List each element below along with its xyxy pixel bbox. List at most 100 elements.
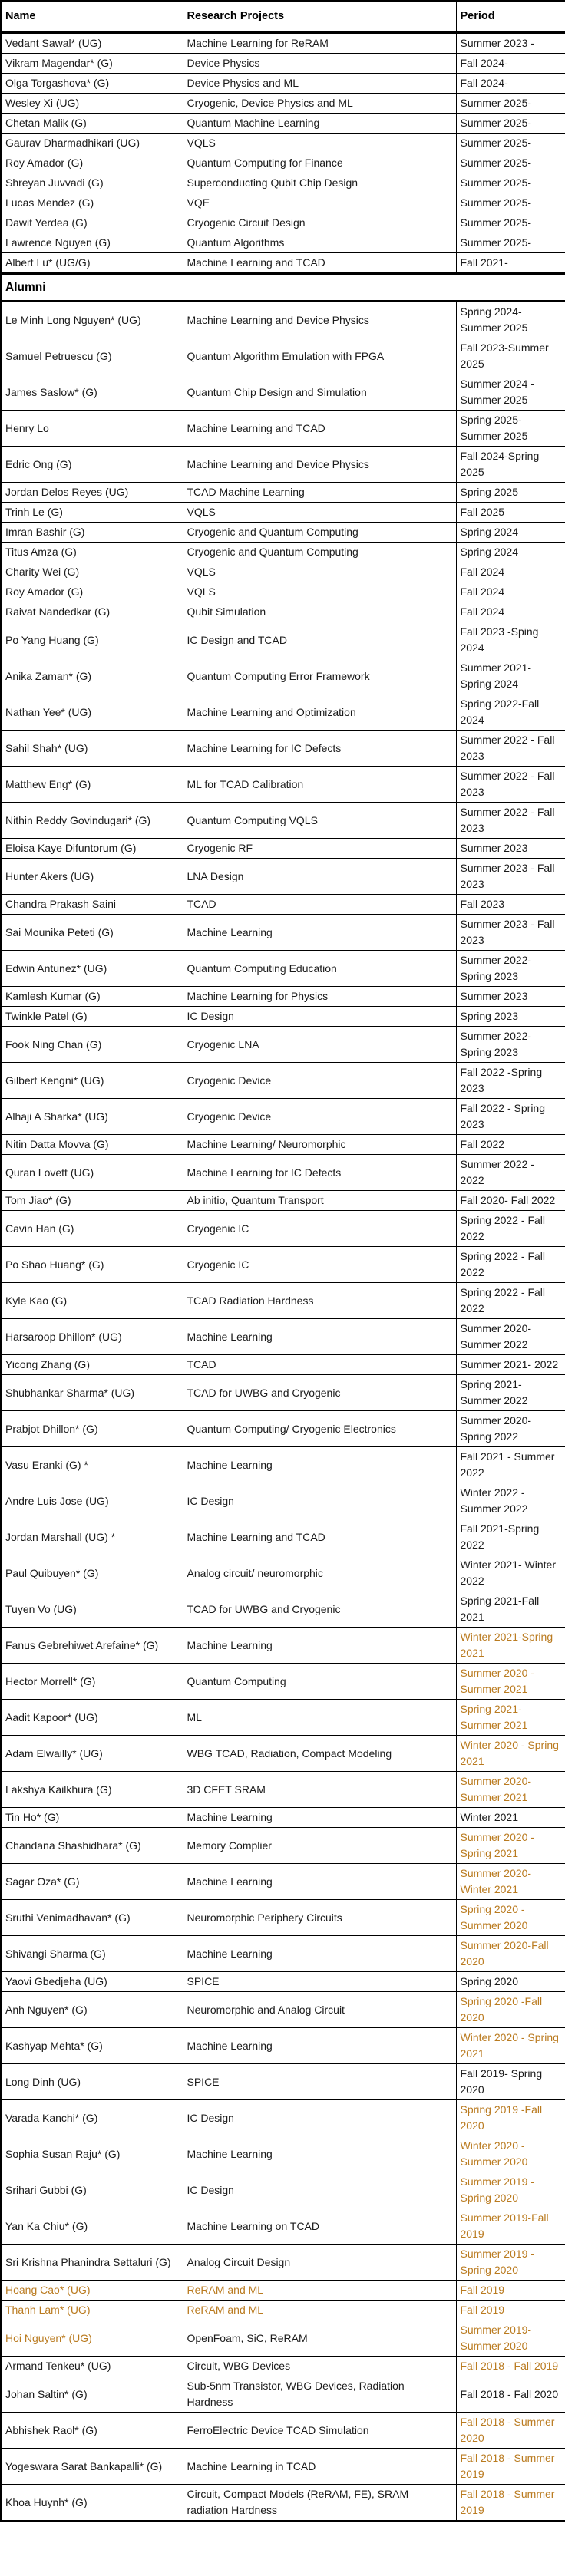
period-cell: Fall 2018 - Summer 2019 <box>455 2484 565 2522</box>
period-cell: Fall 2019- Spring 2020 <box>455 2063 565 2100</box>
project-cell: VQLS <box>182 132 457 153</box>
project-cell: Machine Learning and TCAD <box>182 252 457 274</box>
table-row: Chetan Malik (G) Quantum Machine Learning… <box>0 112 565 134</box>
column-header-name: Name <box>0 0 183 34</box>
period-cell: Summer 2023 - Fall 2023 <box>455 858 565 895</box>
period-cell: Summer 2021- 2022 <box>455 1354 565 1375</box>
table-row: Nitin Datta Movva (G) Machine Learning/ N… <box>0 1134 565 1155</box>
member-name-cell: Roy Amador (G) <box>0 152 183 173</box>
project-cell: Cryogenic RF <box>182 838 457 859</box>
table-row: Gilbert Kengni* (UG) Cryogenic Device Fall… <box>0 1062 565 1099</box>
table-row: Fook Ning Chan (G) Cryogenic LNA Summer 20… <box>0 1026 565 1063</box>
project-cell: Machine Learning <box>182 1446 457 1483</box>
table-row: Roy Amador (G) Quantum Computing for Fina… <box>0 152 565 173</box>
period-cell: Summer 2024 - Summer 2025 <box>455 374 565 411</box>
project-cell: Cryogenic IC <box>182 1246 457 1283</box>
project-cell: Machine Learning for ReRAM <box>182 31 457 54</box>
member-name-cell: Sri Krishna Phanindra Settaluri (G) <box>0 2244 183 2281</box>
project-cell: Cryogenic and Quantum Computing <box>182 542 457 562</box>
project-cell: VQE <box>182 192 457 213</box>
member-name-cell: Yaovi Gbedjeha (UG) <box>0 1971 183 1992</box>
table-row: Roy Amador (G) VQLS Fall 2024 <box>0 582 565 602</box>
table-row: Po Shao Huang* (G) Cryogenic IC Spring 202… <box>0 1246 565 1283</box>
period-cell: Summer 2020- Summer 2021 <box>455 1771 565 1808</box>
period-cell: Spring 2020 - Summer 2020 <box>455 1899 565 1936</box>
period-cell: Summer 2022 - Fall 2023 <box>455 730 565 767</box>
table-row: Chandana Shashidhara* (G) Memory Complier… <box>0 1827 565 1864</box>
period-cell: Summer 2019 - Spring 2020 <box>455 2172 565 2208</box>
period-cell: Summer 2020- Spring 2022 <box>455 1410 565 1447</box>
member-name-cell: Kyle Kao (G) <box>0 1282 183 1319</box>
period-cell: Winter 2022 - Summer 2022 <box>455 1483 565 1519</box>
page: { "colors": { "accent_orange": "#ba7b20"… <box>0 0 565 2522</box>
project-cell: Machine Learning and Device Physics <box>182 301 457 338</box>
project-cell: Machine Learning for Physics <box>182 986 457 1007</box>
member-name-cell: Roy Amador (G) <box>0 582 183 602</box>
period-cell: Spring 2023 <box>455 1006 565 1027</box>
table-row: Olga Torgashova* (G) Device Physics and M… <box>0 72 565 94</box>
period-cell: Fall 2025 <box>455 502 565 523</box>
member-name-cell: Po Shao Huang* (G) <box>0 1246 183 1283</box>
member-name-cell: Jordan Delos Reyes (UG) <box>0 482 183 503</box>
period-cell: Spring 2022 - Fall 2022 <box>455 1246 565 1283</box>
period-cell: Summer 2023 <box>455 838 565 859</box>
table-row: Yicong Zhang (G) TCAD Summer 2021- 2022 <box>0 1354 565 1375</box>
period-cell: Spring 2022 - Fall 2022 <box>455 1282 565 1319</box>
project-cell: ML for TCAD Calibration <box>182 766 457 803</box>
project-cell: Cryogenic and Quantum Computing <box>182 522 457 543</box>
period-cell: Spring 2022 - Fall 2022 <box>455 1210 565 1247</box>
period-cell: Summer 2023 <box>455 986 565 1007</box>
period-cell: Summer 2025- <box>455 172 565 193</box>
period-cell: Fall 2024 <box>455 602 565 622</box>
member-name-cell: Wesley Xi (UG) <box>0 92 183 114</box>
period-cell: Summer 2020 - Spring 2021 <box>455 1827 565 1864</box>
project-cell: Machine Learning <box>182 1627 457 1664</box>
project-cell: Machine Learning in TCAD <box>182 2448 457 2485</box>
project-cell: Machine Learning and TCAD <box>182 410 457 447</box>
period-cell: Summer 2022- Spring 2023 <box>455 1026 565 1063</box>
table-row: Hoi Nguyen* (UG) OpenFoam, SiC, ReRAM Summ… <box>0 2320 565 2357</box>
member-name-cell: Gaurav Dharmadhikari (UG) <box>0 132 183 153</box>
member-name-cell: Trinh Le (G) <box>0 502 183 523</box>
period-cell: Winter 2020 - Spring 2021 <box>455 2027 565 2064</box>
project-cell: IC Design <box>182 1006 457 1027</box>
table-row: Titus Amza (G) Cryogenic and Quantum Comp… <box>0 542 565 562</box>
period-cell: Spring 2021- Summer 2021 <box>455 1699 565 1736</box>
column-header-period: Period <box>455 0 565 34</box>
project-cell: Machine Learning <box>182 914 457 951</box>
alumni-section-heading: Alumni <box>0 272 565 303</box>
table-row: Sruthi Venimadhavan* (G) Neuromorphic Per… <box>0 1899 565 1936</box>
member-name-cell: Lucas Mendez (G) <box>0 192 183 213</box>
project-cell: Neuromorphic Periphery Circuits <box>182 1899 457 1936</box>
table-row: James Saslow* (G) Quantum Chip Design and… <box>0 374 565 411</box>
table-row: Kyle Kao (G) TCAD Radiation Hardness Sprin… <box>0 1282 565 1319</box>
project-cell: IC Design and TCAD <box>182 622 457 658</box>
period-cell: Fall 2022 -Spring 2023 <box>455 1062 565 1099</box>
period-cell: Spring 2024 <box>455 522 565 543</box>
period-cell: Fall 2024- <box>455 52 565 74</box>
period-cell: Summer 2022 - Fall 2023 <box>455 802 565 839</box>
table-row: Long Dinh (UG) SPICE Fall 2019- Spring 202… <box>0 2063 565 2100</box>
table-row: Cavin Han (G) Cryogenic IC Spring 2022 - F… <box>0 1210 565 1247</box>
member-name-cell: Quran Lovett (UG) <box>0 1154 183 1191</box>
member-name-cell: Armand Tenkeu* (UG) <box>0 2356 183 2376</box>
alumni-section: Le Minh Long Nguyen* (UG) Machine Learnin… <box>0 301 565 2522</box>
project-cell: IC Design <box>182 2172 457 2208</box>
period-cell: Fall 2022 <box>455 1134 565 1155</box>
member-name-cell: Khoa Huynh* (G) <box>0 2484 183 2522</box>
period-cell: Fall 2024 <box>455 582 565 602</box>
project-cell: VQLS <box>182 582 457 602</box>
period-cell: Spring 2024- Summer 2025 <box>455 301 565 338</box>
table-row: Sophia Susan Raju* (G) Machine Learning Wi… <box>0 2136 565 2172</box>
table-row: Chandra Prakash Saini TCAD Fall 2023 <box>0 894 565 915</box>
table-row: Paul Quibuyen* (G) Analog circuit/ neurom… <box>0 1555 565 1591</box>
table-row: Lucas Mendez (G) VQE Summer 2025- <box>0 192 565 213</box>
member-name-cell: Eloisa Kaye Difuntorum (G) <box>0 838 183 859</box>
member-name-cell: Vedant Sawal* (UG) <box>0 31 183 54</box>
member-name-cell: Nathan Yee* (UG) <box>0 694 183 731</box>
member-name-cell: Kamlesh Kumar (G) <box>0 986 183 1007</box>
table-row: Sai Mounika Peteti (G) Machine Learning Su… <box>0 914 565 951</box>
period-cell: Spring 2020 -Fall 2020 <box>455 1991 565 2028</box>
project-cell: Device Physics <box>182 52 457 74</box>
period-cell: Summer 2025- <box>455 232 565 253</box>
